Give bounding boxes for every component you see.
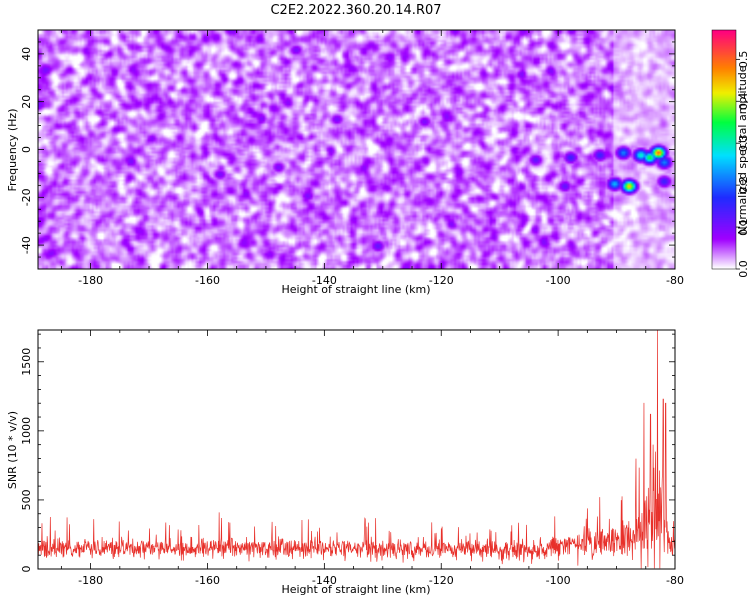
colorbar-tick-label: 0.1 [737,218,750,236]
spectrogram-x-tick-label: -180 [78,274,103,287]
snr-y-tick-label: 1500 [20,348,33,376]
snr-x-tick-label: -80 [666,574,684,587]
spectrogram-y-tick-label: -40 [20,236,33,254]
snr-x-tick-label: -120 [429,574,454,587]
snr-y-tick-label: 1000 [20,417,33,445]
colorbar-frame [711,29,737,270]
spectrogram-y-tick-label: 0 [20,146,33,153]
colorbar-tick-label: 0.4 [737,93,750,111]
spectrogram-x-tick-label: -100 [546,274,571,287]
spectrogram-y-ticks: -40 -20 0 20 40 [20,29,675,270]
spectrogram-panel: -180 -160 -140 -120 -100 -80 -40 -20 0 20 40 Heig… [6,29,684,296]
colorbar-gradient [712,30,736,269]
snr-y-tick-label: 0 [20,566,33,573]
spectrogram-y-tick-label: -20 [20,188,33,206]
spectrogram-x-tick-label: -80 [666,274,684,287]
colorbar-tick-label: 0.3 [737,134,750,152]
figure-title: C2E2.2022.360.20.14.R07 [270,3,441,18]
colorbar-ticks: 0.0 0.1 0.2 0.3 0.4 0.5 [736,51,750,278]
snr-frame [37,329,676,570]
spectrogram-y-tick-label: 20 [20,95,33,109]
spectrogram-x-tick-label: -140 [312,274,337,287]
snr-x-tick-label: -180 [78,574,103,587]
snr-y-ticks: 0 500 1000 1500 [20,333,675,573]
snr-series-line [37,329,676,569]
spectrogram-x-label: Height of straight line (km) [281,283,430,296]
snr-y-label: SNR (10 * v/v) [6,411,19,489]
colorbar-tick-label: 0.0 [737,260,750,278]
colorbar-tick-label: 0.5 [737,51,750,69]
colorbar-label: Normalized spectral amplitude [736,65,749,234]
colorbar-tick-label: 0.2 [737,176,750,194]
spectrogram-x-ticks: -180 -160 -140 -120 -100 -80 [60,30,684,287]
snr-x-tick-label: -160 [195,574,220,587]
snr-x-label: Height of straight line (km) [281,583,430,596]
spectrogram-y-label: Frequency (Hz) [6,109,19,192]
spectrogram-heatmap [38,30,675,269]
colorbar: 0.0 0.1 0.2 0.3 0.4 0.5 Normalized spectral a… [711,29,750,278]
spectrogram-y-tick-label: 40 [20,47,33,61]
snr-x-tick-label: -100 [546,574,571,587]
spectrogram-x-tick-label: -120 [429,274,454,287]
spectrogram-x-tick-label: -160 [195,274,220,287]
snr-x-tick-label: -140 [312,574,337,587]
snr-y-tick-label: 500 [20,489,33,510]
snr-panel: -180 -160 -140 -120 -100 -80 0 500 1000 1500 Hei… [6,329,684,596]
snr-x-ticks: -180 -160 -140 -120 -100 -80 [60,330,684,587]
